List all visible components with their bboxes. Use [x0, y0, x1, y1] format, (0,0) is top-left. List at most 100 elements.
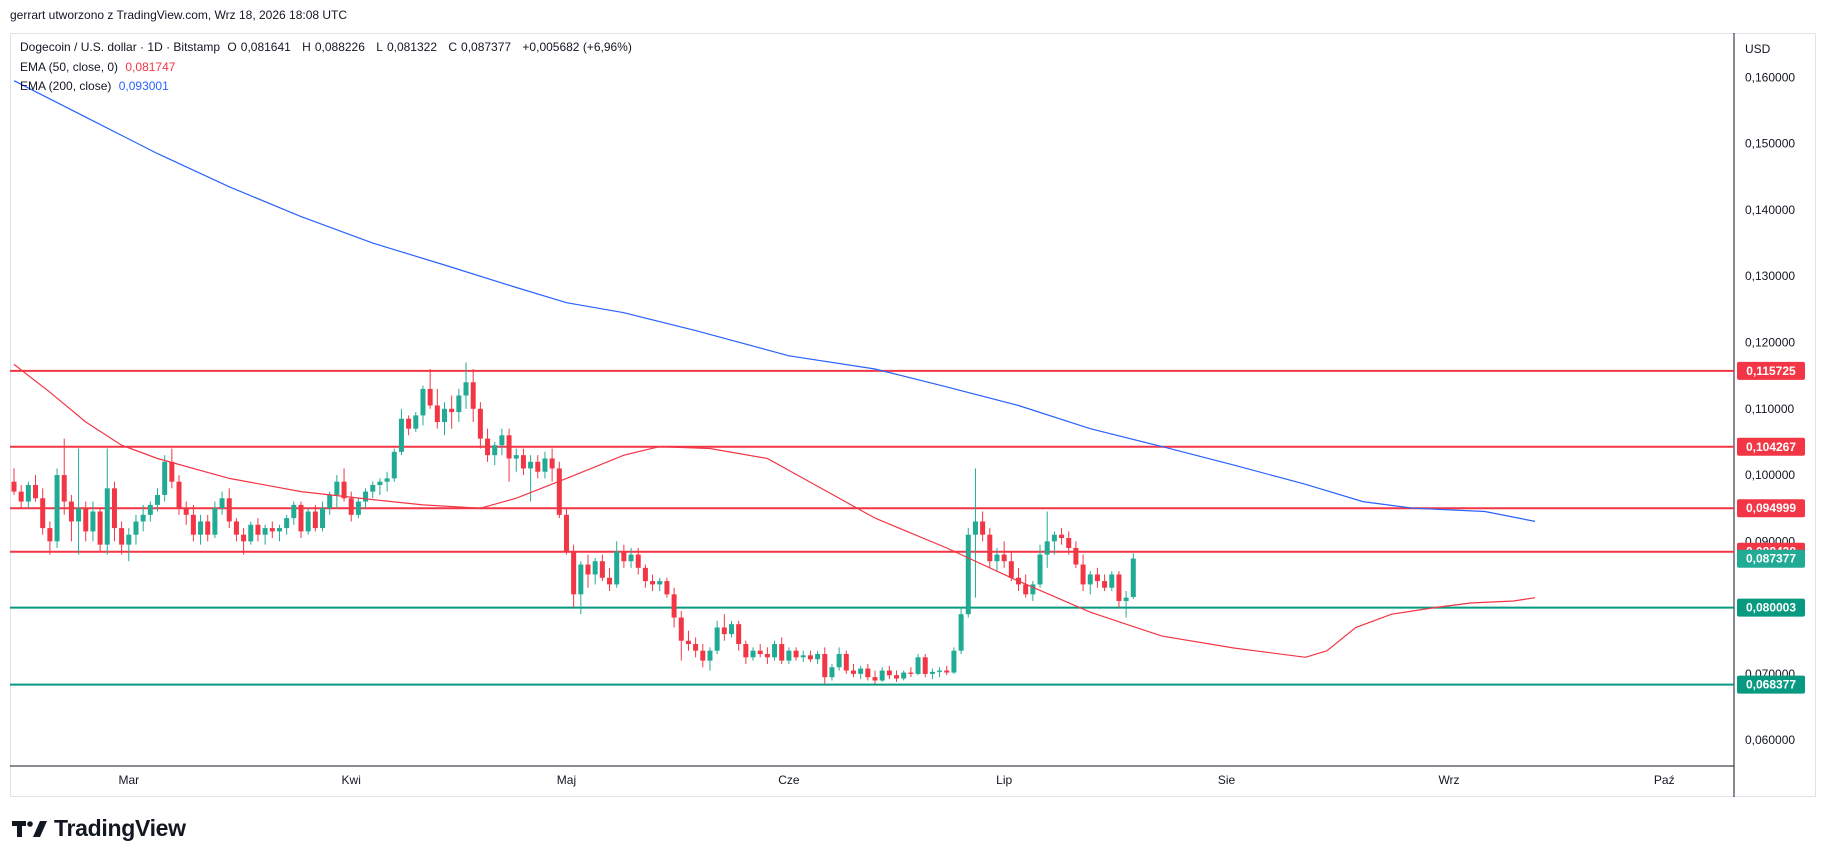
candle-down[interactable]	[585, 564, 591, 575]
candle-up[interactable]	[578, 564, 584, 595]
candle-down[interactable]	[693, 644, 699, 651]
candle-down[interactable]	[535, 461, 541, 472]
candle-down[interactable]	[1102, 581, 1108, 588]
candle-down[interactable]	[607, 577, 613, 585]
candle-up[interactable]	[76, 508, 82, 522]
candle-up[interactable]	[1109, 574, 1115, 588]
candle-up[interactable]	[327, 494, 333, 509]
candle-down[interactable]	[664, 581, 670, 595]
candle-up[interactable]	[951, 650, 957, 673]
candle-down[interactable]	[908, 672, 914, 674]
candle-down[interactable]	[312, 511, 318, 529]
candle-up[interactable]	[1130, 558, 1136, 597]
candle-down[interactable]	[865, 668, 871, 678]
candle-down[interactable]	[1094, 574, 1100, 582]
candle-down[interactable]	[894, 675, 900, 679]
candle-up[interactable]	[155, 494, 160, 505]
candle-up[interactable]	[836, 653, 842, 668]
candle-down[interactable]	[506, 435, 512, 459]
candle-up[interactable]	[772, 644, 778, 658]
candle-up[interactable]	[355, 501, 361, 515]
candle-up[interactable]	[420, 388, 426, 416]
candle-up[interactable]	[1044, 541, 1050, 555]
candle-down[interactable]	[886, 670, 892, 676]
candle-up[interactable]	[463, 382, 469, 396]
candle-up[interactable]	[1037, 554, 1043, 585]
candle-down[interactable]	[793, 650, 799, 658]
candle-up[interactable]	[147, 504, 153, 515]
candle-down[interactable]	[556, 468, 562, 515]
candle-down[interactable]	[980, 521, 986, 535]
candle-down[interactable]	[563, 514, 569, 552]
candle-down[interactable]	[477, 408, 483, 439]
candle-down[interactable]	[406, 418, 412, 429]
candle-down[interactable]	[721, 627, 727, 635]
candle-down[interactable]	[1073, 547, 1079, 565]
candle-up[interactable]	[1087, 574, 1093, 585]
candle-up[interactable]	[284, 518, 290, 529]
candle-down[interactable]	[520, 455, 526, 469]
candle-down[interactable]	[872, 677, 878, 681]
currency-label[interactable]: USD	[1745, 42, 1771, 56]
candle-down[interactable]	[743, 644, 749, 658]
candle-up[interactable]	[499, 435, 505, 446]
candle-up[interactable]	[456, 395, 462, 413]
candle-down[interactable]	[779, 644, 785, 661]
candle-down[interactable]	[549, 458, 555, 469]
candle-up[interactable]	[320, 508, 326, 529]
candle-up[interactable]	[162, 461, 168, 495]
candle-up[interactable]	[492, 445, 498, 456]
candle-up[interactable]	[140, 514, 146, 522]
candle-up[interactable]	[1123, 597, 1129, 601]
candle-up[interactable]	[513, 455, 519, 459]
candle-down[interactable]	[348, 498, 354, 515]
candle-up[interactable]	[1051, 534, 1057, 542]
candle-up[interactable]	[915, 657, 921, 674]
candle-down[interactable]	[757, 650, 763, 654]
ema200-line[interactable]	[14, 81, 1535, 522]
candle-down[interactable]	[678, 617, 684, 641]
ema50-line[interactable]	[13, 363, 1536, 658]
candle-down[interactable]	[650, 581, 656, 585]
candle-up[interactable]	[1030, 584, 1036, 595]
candle-up[interactable]	[614, 551, 620, 585]
candle-down[interactable]	[485, 438, 491, 456]
candle-down[interactable]	[176, 481, 182, 509]
candle-up[interactable]	[133, 521, 139, 535]
candle-down[interactable]	[700, 650, 706, 661]
candle-down[interactable]	[1001, 554, 1007, 562]
candle-down[interactable]	[764, 653, 770, 658]
candle-down[interactable]	[449, 408, 455, 413]
candle-down[interactable]	[599, 561, 605, 578]
candle-up[interactable]	[398, 418, 404, 452]
candle-up[interactable]	[90, 511, 96, 532]
candle-up[interactable]	[413, 415, 419, 429]
legend-ema200[interactable]: EMA (200, close) 0,093001	[20, 79, 173, 93]
candle-down[interactable]	[111, 488, 117, 529]
candle-up[interactable]	[305, 511, 311, 532]
candle-down[interactable]	[621, 551, 627, 562]
candle-up[interactable]	[198, 521, 204, 535]
candle-down[interactable]	[97, 511, 103, 545]
chart-frame[interactable]	[10, 33, 1816, 797]
candle-down[interactable]	[1059, 534, 1065, 539]
candle-up[interactable]	[750, 650, 756, 658]
candle-down[interactable]	[635, 554, 641, 568]
candle-down[interactable]	[233, 521, 239, 535]
candle-up[interactable]	[126, 534, 132, 545]
candle-up[interactable]	[248, 524, 254, 542]
candle-down[interactable]	[1116, 574, 1122, 601]
candle-down[interactable]	[269, 528, 275, 532]
candle-down[interactable]	[47, 528, 53, 542]
candle-up[interactable]	[829, 667, 835, 678]
candle-up[interactable]	[815, 653, 821, 660]
candle-up[interactable]	[363, 491, 369, 502]
candle-down[interactable]	[298, 504, 304, 532]
candle-up[interactable]	[707, 650, 713, 661]
candle-up[interactable]	[858, 668, 864, 674]
candle-up[interactable]	[442, 408, 447, 423]
candle-up[interactable]	[929, 671, 935, 674]
candle-down[interactable]	[169, 461, 175, 482]
candle-up[interactable]	[879, 670, 885, 681]
